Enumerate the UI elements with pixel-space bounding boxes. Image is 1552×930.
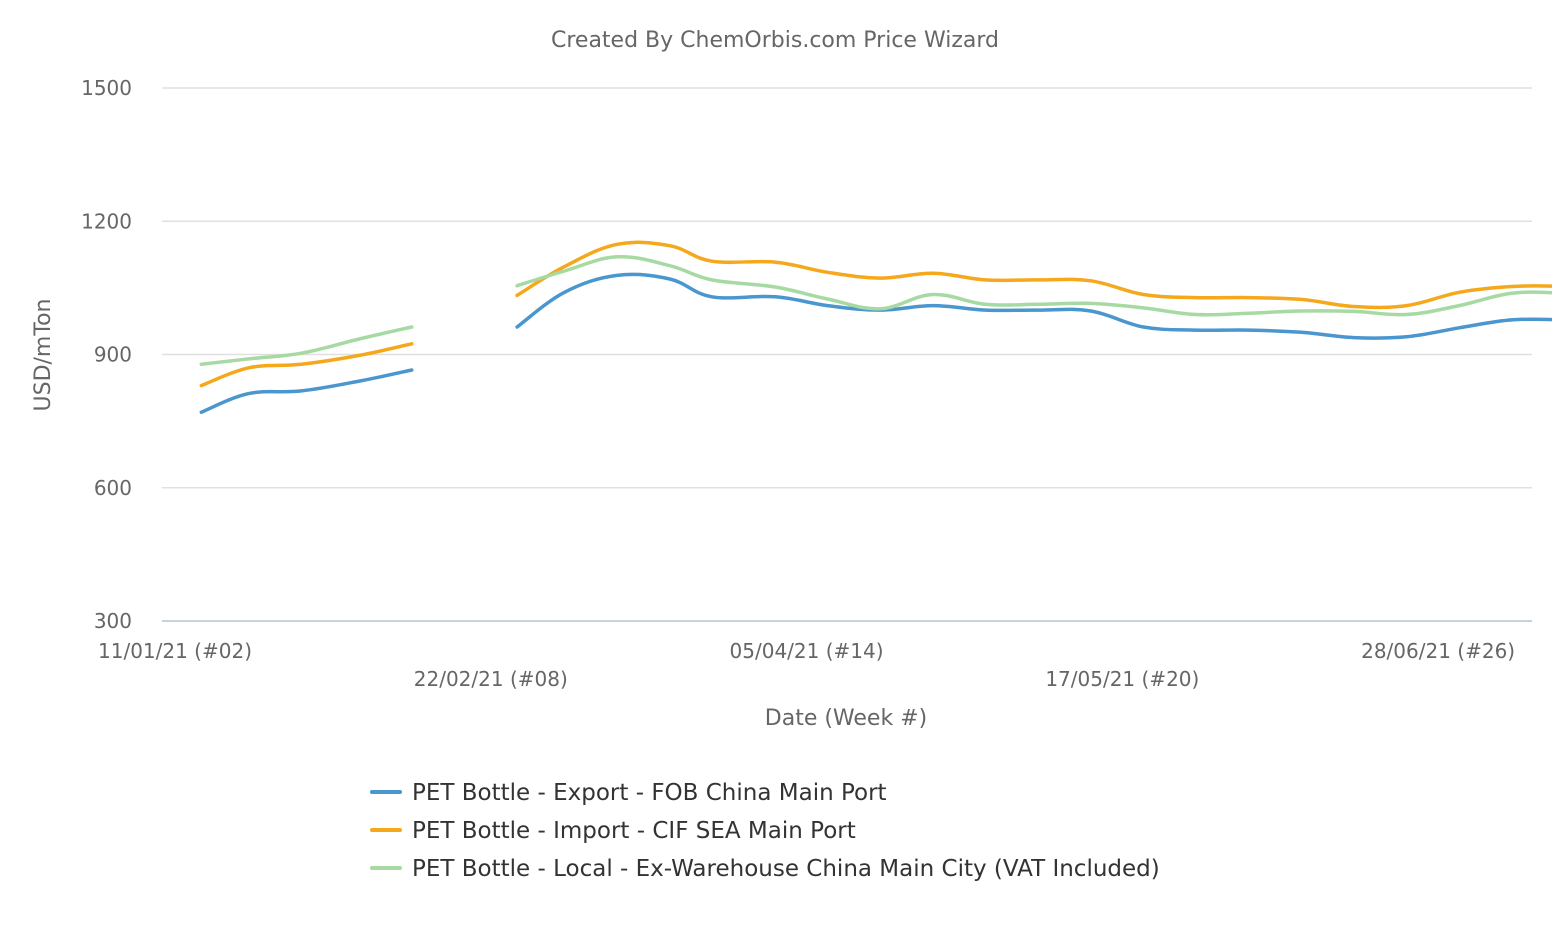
y-axis-ticks: 300 600 900 1200 1500 <box>81 76 132 633</box>
y-tick-label: 600 <box>94 476 132 500</box>
series-line-segment <box>199 342 414 388</box>
y-tick-label: 300 <box>94 609 132 633</box>
chart-title: Created By ChemOrbis.com Price Wizard <box>551 28 999 53</box>
x-tick-label: 28/06/21 (#26) <box>1361 639 1515 663</box>
series-lines <box>199 240 1552 414</box>
x-tick-label: 22/02/21 (#08) <box>414 667 568 691</box>
grid-lines <box>162 87 1532 622</box>
series-line-segment <box>199 325 414 367</box>
y-tick-label: 900 <box>94 343 132 367</box>
y-axis-label: USD/mTon <box>31 299 56 412</box>
series-line-segment <box>515 254 1552 317</box>
y-tick-label: 1500 <box>81 76 132 100</box>
x-axis-ticks: 11/01/21 (#02) 22/02/21 (#08) 05/04/21 (#1… <box>98 639 1515 691</box>
series-3 <box>199 254 1552 367</box>
legend-item[interactable]: PET Bottle - Local - Ex-Warehouse China … <box>370 856 1160 882</box>
x-axis-label: Date (Week #) <box>765 706 927 731</box>
legend-label: PET Bottle - Export - FOB China Main Por… <box>412 780 887 806</box>
series-1 <box>199 272 1552 414</box>
legend-item[interactable]: PET Bottle - Import - CIF SEA Main Port <box>370 818 856 844</box>
y-tick-label: 1200 <box>81 209 132 233</box>
legend[interactable]: PET Bottle - Export - FOB China Main Por… <box>370 780 1160 882</box>
series-line-segment <box>199 368 414 414</box>
legend-label: PET Bottle - Import - CIF SEA Main Port <box>412 818 856 844</box>
legend-label: PET Bottle - Local - Ex-Warehouse China … <box>412 856 1160 882</box>
x-tick-label: 11/01/21 (#02) <box>98 639 252 663</box>
x-tick-label: 05/04/21 (#14) <box>730 639 884 663</box>
series-line-segment <box>515 272 1552 340</box>
x-tick-label: 17/05/21 (#20) <box>1045 667 1199 691</box>
series-line-segment <box>515 240 1552 310</box>
series-2 <box>199 240 1552 388</box>
legend-item[interactable]: PET Bottle - Export - FOB China Main Por… <box>370 780 887 806</box>
